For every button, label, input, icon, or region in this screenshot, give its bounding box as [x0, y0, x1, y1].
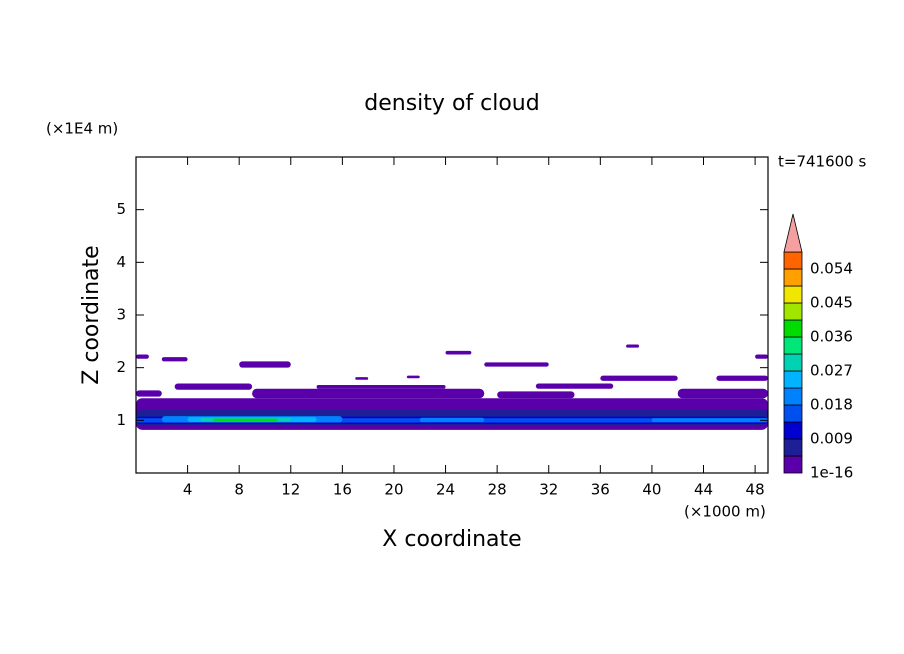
contour-region — [239, 361, 291, 368]
colorbar-label: 0.036 — [810, 328, 853, 346]
contour-region — [136, 390, 162, 397]
colorbar-segment — [783, 438, 803, 457]
contour-region — [535, 383, 614, 389]
x-tick-label: 48 — [746, 481, 765, 499]
contour-region — [600, 375, 678, 381]
colorbar-segment — [783, 268, 803, 287]
x-tick-label: 36 — [591, 481, 610, 499]
y-tick-label: 2 — [116, 358, 126, 376]
y-tick-label: 3 — [116, 306, 126, 324]
contour-region — [161, 357, 188, 362]
y-unit: (×1E4 m) — [46, 120, 118, 138]
x-tick-label: 4 — [183, 481, 193, 499]
chart-title: density of cloud — [364, 91, 539, 116]
y-tick-label: 5 — [116, 200, 126, 218]
colorbar-segment — [783, 353, 803, 372]
contour-region — [316, 385, 446, 389]
contour-region — [419, 417, 485, 422]
colorbar-segment — [783, 251, 803, 270]
x-tick-label: 12 — [281, 481, 300, 499]
colorbar-label: 0.018 — [810, 396, 853, 414]
x-tick-label: 40 — [642, 481, 661, 499]
x-tick-label: 44 — [694, 481, 713, 499]
colorbar-segment — [783, 370, 803, 389]
contour-region — [136, 354, 149, 359]
colorbar-segment — [783, 285, 803, 304]
contour-region — [484, 362, 549, 367]
contour-region — [174, 383, 253, 390]
colorbar-segment — [783, 336, 803, 355]
contour-region — [406, 375, 420, 379]
colorbar-label: 0.027 — [810, 362, 853, 380]
contour-region — [497, 391, 575, 399]
colorbar-segment — [783, 302, 803, 321]
contour-region — [716, 375, 768, 381]
colorbar-overflow — [783, 213, 803, 253]
colorbar-segment — [783, 319, 803, 338]
colorbar-label: 0.009 — [810, 430, 853, 448]
colorbar-segment — [783, 421, 803, 440]
x-tick-label: 32 — [539, 481, 558, 499]
contour-region — [626, 344, 640, 348]
contour-region — [651, 418, 768, 422]
colorbar-label: 0.045 — [810, 294, 853, 312]
colorbar-segment — [783, 455, 803, 474]
x-axis-title: X coordinate — [382, 527, 521, 552]
colorbar-segment — [783, 387, 803, 406]
time-annotation: t=741600 s — [778, 153, 866, 171]
x-tick-label: 20 — [384, 481, 403, 499]
contour-region — [677, 388, 768, 399]
contour-region — [213, 418, 278, 421]
y-tick-label: 4 — [116, 253, 126, 271]
x-unit: (×1000 m) — [684, 503, 766, 521]
contour-region — [445, 350, 472, 355]
colorbar-label: 1e-16 — [810, 464, 853, 482]
x-tick-label: 24 — [436, 481, 455, 499]
x-tick-label: 28 — [488, 481, 507, 499]
contour-region — [355, 377, 369, 380]
x-tick-label: 8 — [234, 481, 244, 499]
colorbar-label: 0.054 — [810, 260, 853, 278]
y-tick-label: 1 — [116, 411, 126, 429]
colorbar-segment — [783, 404, 803, 423]
contour-region — [252, 388, 485, 399]
contour-region — [755, 354, 768, 359]
x-tick-label: 16 — [333, 481, 352, 499]
y-axis-title: Z coordinate — [79, 245, 104, 384]
